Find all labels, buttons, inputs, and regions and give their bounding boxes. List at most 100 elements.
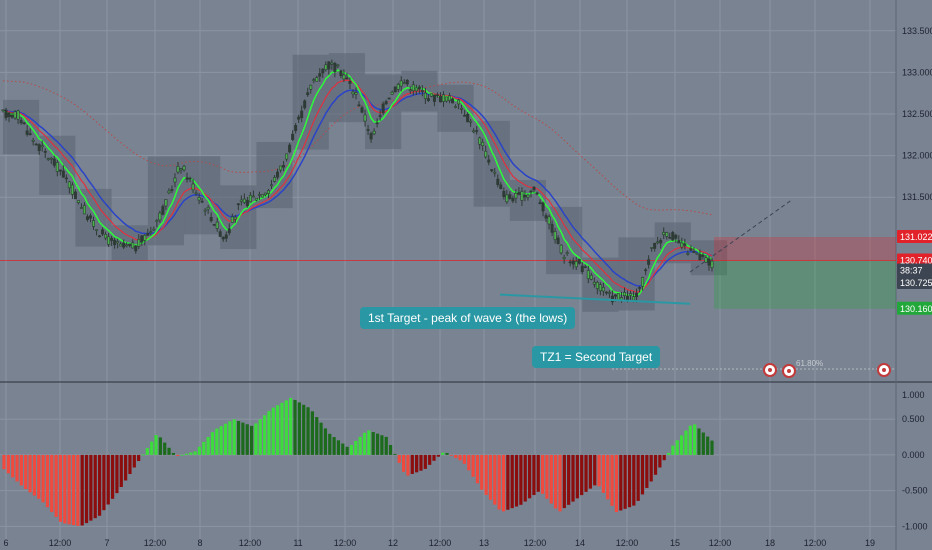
candle-body — [659, 239, 663, 244]
histogram-bar — [458, 454, 462, 461]
histogram-bar — [193, 451, 197, 455]
histogram-bar — [697, 428, 701, 455]
histogram-bar — [558, 454, 562, 512]
price-tick-label: 132.000 — [902, 151, 932, 161]
histogram-bar — [606, 454, 610, 500]
candle-body — [481, 142, 485, 146]
time-tick-label: 7 — [104, 538, 109, 548]
histogram-bar — [588, 454, 592, 489]
candle-body — [342, 74, 346, 80]
histogram-bar — [219, 426, 223, 455]
histogram-bar — [614, 454, 619, 513]
histogram-bar — [249, 425, 254, 455]
histogram-bar — [345, 446, 349, 455]
histogram-bar — [402, 454, 406, 472]
histogram-bar — [132, 454, 136, 468]
candle-body — [140, 235, 144, 243]
candle-body — [182, 165, 186, 171]
first-target-callout[interactable]: 1st Target - peak of wave 3 (the lows) — [360, 307, 576, 329]
candle-body — [656, 241, 660, 244]
candle-body — [547, 216, 551, 225]
candle-body — [665, 232, 669, 237]
candle-body — [514, 193, 518, 199]
histogram-bar — [527, 454, 532, 499]
time-tick-label: 6 — [3, 538, 8, 548]
candle-body — [273, 177, 277, 182]
histogram-bar — [310, 411, 314, 455]
histogram-bar — [145, 448, 149, 455]
candle-body — [707, 258, 711, 266]
candle-body — [285, 153, 289, 160]
histogram-bar — [232, 419, 236, 455]
candle-body — [680, 242, 684, 248]
histogram-bar — [397, 454, 401, 463]
histogram-bar — [415, 454, 419, 473]
osc-tick-label: 1.000 — [902, 390, 925, 400]
candle-body — [541, 202, 545, 212]
histogram-bar — [549, 454, 553, 504]
candle-body — [469, 120, 473, 123]
histogram-bar — [536, 454, 540, 492]
candle-body — [37, 144, 41, 151]
second-target-callout[interactable]: TZ1 = Second Target — [532, 346, 661, 368]
candle-body — [520, 191, 524, 201]
oscillator-axis[interactable]: 0.500 0.000 -0.500 -1.000 1.000 — [902, 390, 928, 531]
candle-body — [502, 190, 506, 197]
ma-slow-line — [2, 89, 713, 287]
price-tick-label: 133.500 — [902, 26, 932, 36]
candle-body — [13, 111, 17, 119]
candle-body — [122, 242, 126, 248]
price-badge — [897, 253, 932, 267]
candle-body — [426, 98, 430, 101]
candle-body — [396, 84, 400, 90]
candle-body — [408, 89, 412, 92]
histogram-bar — [167, 447, 171, 455]
time-tick-label: 12:00 — [804, 538, 827, 548]
candle-body — [270, 184, 274, 187]
histogram-bar — [315, 417, 319, 455]
histogram-bar — [510, 454, 514, 509]
histogram-bar — [632, 454, 636, 506]
histogram-bar — [671, 445, 675, 455]
candle-body — [351, 91, 355, 95]
histogram-bar — [271, 407, 275, 455]
candle-body — [538, 202, 542, 205]
price-badge-label: 130.725 — [900, 278, 932, 288]
candle-body — [496, 178, 500, 185]
histogram-bar — [189, 452, 193, 455]
price-axis[interactable]: 133.500 133.000 132.500 132.000 131.500 131.0… — [897, 26, 932, 315]
histogram-bar — [267, 411, 271, 455]
candle-body — [532, 186, 536, 191]
time-tick-label: 19 — [865, 538, 875, 548]
histogram-bar — [93, 454, 97, 519]
time-tick-label: 12:00 — [524, 538, 547, 548]
histogram-bar — [584, 454, 588, 492]
candle-body — [79, 207, 83, 209]
candle-body — [683, 243, 687, 246]
candle-body — [556, 237, 560, 244]
candle-body — [92, 220, 96, 227]
candle-body — [405, 79, 409, 85]
histogram-bar — [367, 430, 371, 455]
time-tick-label: 12 — [388, 538, 398, 548]
candle-body — [695, 252, 699, 255]
histogram-bar — [362, 432, 367, 455]
histogram-bar — [6, 454, 10, 474]
candle-body — [565, 252, 569, 254]
candle-body — [710, 260, 714, 268]
candle-body — [478, 137, 482, 145]
histogram-bar — [54, 454, 58, 517]
histogram-bar — [406, 454, 410, 476]
candle-body — [149, 231, 153, 233]
candle-body — [553, 231, 557, 241]
candle-body — [616, 293, 620, 301]
candle-body — [583, 266, 587, 269]
histogram-bar — [19, 454, 23, 486]
annotations: 61.80% — [499, 293, 896, 378]
candle-body — [574, 261, 578, 268]
candle-body — [128, 243, 132, 246]
time-axis[interactable]: 6 12:00 7 12:00 8 12:00 11 12:00 12 12:00 13 12:00 1… — [3, 538, 875, 548]
candle-body — [562, 257, 566, 260]
histogram-bar — [471, 454, 475, 477]
